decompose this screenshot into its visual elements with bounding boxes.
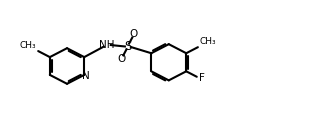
Text: N: N: [82, 71, 90, 81]
Text: NH: NH: [99, 40, 114, 50]
Text: F: F: [199, 73, 205, 83]
Text: O: O: [130, 29, 138, 39]
Text: S: S: [124, 40, 131, 53]
Text: CH₃: CH₃: [20, 41, 36, 50]
Text: O: O: [118, 54, 126, 64]
Text: CH₃: CH₃: [200, 37, 216, 46]
